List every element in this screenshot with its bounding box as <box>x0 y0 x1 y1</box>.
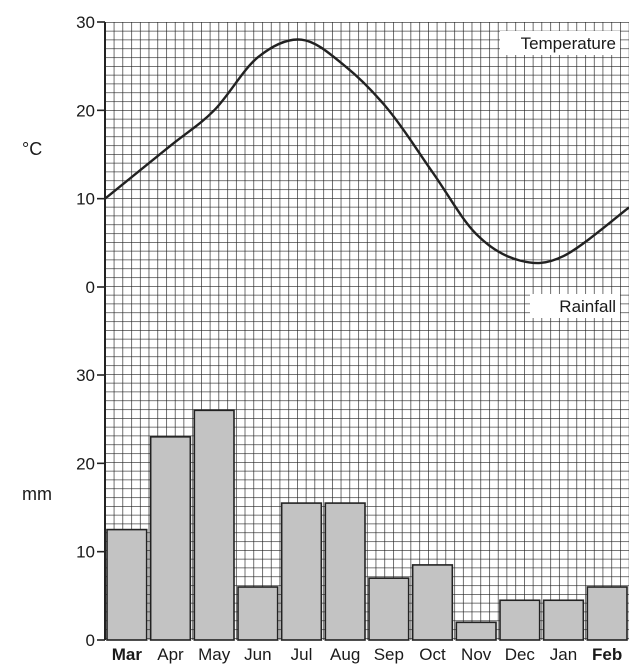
temperature-tick-label-0: 0 <box>86 278 95 297</box>
rainfall-bar-feb <box>586 586 628 641</box>
rainfall-bar-jun <box>237 586 279 641</box>
rainfall-bar-may <box>193 409 235 641</box>
temperature-line-layer <box>104 38 629 265</box>
rainfall-panel-label-text: Rainfall <box>559 297 616 316</box>
temperature-line <box>104 38 629 265</box>
rainfall-bar-nov <box>455 621 497 641</box>
rainfall-tick-label-10: 10 <box>76 543 95 562</box>
temperature-panel-label-text: Temperature <box>521 34 616 53</box>
grid-area <box>105 22 629 640</box>
month-label-feb: Feb <box>592 645 622 664</box>
month-label-jul: Jul <box>291 645 313 664</box>
month-label-oct: Oct <box>419 645 446 664</box>
temperature-tick-label-30: 30 <box>76 13 95 32</box>
month-label-apr: Apr <box>157 645 184 664</box>
temperature-panel-label: Temperature <box>500 31 620 55</box>
rainfall-bar-mar <box>106 528 148 641</box>
rainfall-bar-dec <box>499 599 541 641</box>
month-label-dec: Dec <box>505 645 536 664</box>
month-label-jan: Jan <box>550 645 577 664</box>
rainfall-bar-sep <box>368 577 410 641</box>
axes-layer <box>97 21 106 641</box>
temperature-panel-label-box <box>500 31 620 55</box>
rainfall-bars <box>106 409 628 641</box>
rainfall-bar-aug <box>324 502 366 641</box>
rainfall-unit-label: mm <box>22 484 52 504</box>
month-label-sep: Sep <box>374 645 404 664</box>
rainfall-panel-label: Rainfall <box>530 294 620 318</box>
text-layer: °C mm 0 10 20 30 0 10 20 30 Mar Apr May Jun Jul Aug Se… <box>22 13 622 664</box>
rainfall-bar-apr <box>149 436 192 641</box>
month-label-mar: Mar <box>112 645 143 664</box>
grid-layer <box>105 22 629 640</box>
rainfall-tick-label-0: 0 <box>86 631 95 650</box>
month-label-aug: Aug <box>330 645 360 664</box>
rainfall-bar-oct <box>411 564 454 641</box>
rainfall-bar-jan <box>542 599 585 641</box>
month-label-may: May <box>198 645 231 664</box>
temperature-tick-label-20: 20 <box>76 101 95 120</box>
temperature-tick-label-10: 10 <box>76 190 95 209</box>
month-label-nov: Nov <box>461 645 492 664</box>
rainfall-tick-label-20: 20 <box>76 454 95 473</box>
month-label-jun: Jun <box>244 645 271 664</box>
temperature-unit-label: °C <box>22 139 42 159</box>
rainfall-bar-jul <box>280 502 323 641</box>
rainfall-tick-label-30: 30 <box>76 366 95 385</box>
rainfall-panel-label-box <box>530 294 620 318</box>
